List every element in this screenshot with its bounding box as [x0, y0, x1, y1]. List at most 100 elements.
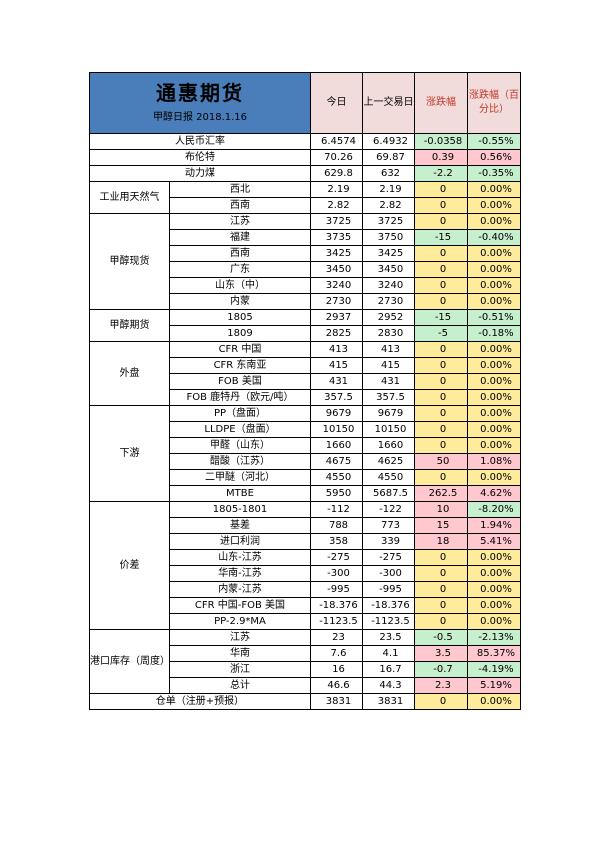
pct-value: 0.00% [467, 549, 521, 566]
prev-value: 9679 [362, 405, 415, 422]
today-value: 10150 [310, 421, 363, 438]
prev-value: 2.82 [362, 197, 415, 214]
row-label: 醋酸（江苏） [169, 453, 311, 470]
change-value: 0 [414, 693, 468, 710]
today-value: 415 [310, 357, 363, 374]
row-label: CFR 中国 [169, 341, 311, 358]
prev-value: 4.1 [362, 645, 415, 662]
today-value: 70.26 [310, 149, 363, 166]
row-group-label: 工业用天然气 [89, 181, 170, 214]
today-value: -1123.5 [310, 613, 363, 630]
change-value: 15 [414, 517, 468, 534]
pct-value: -0.55% [467, 133, 521, 150]
today-value: 6.4574 [310, 133, 363, 150]
today-value: 1660 [310, 437, 363, 454]
prev-value: 4550 [362, 469, 415, 486]
pct-value: 0.00% [467, 581, 521, 598]
change-value: 262.5 [414, 485, 468, 502]
change-value: 0 [414, 293, 468, 310]
pct-value: 1.94% [467, 517, 521, 534]
change-value: -2.2 [414, 165, 468, 182]
today-value: 9679 [310, 405, 363, 422]
change-value: 0.39 [414, 149, 468, 166]
today-value: 2937 [310, 309, 363, 326]
table-row: 山东（中） 3240 3240 0 0.00% [90, 277, 521, 294]
row-label: 内蒙-江苏 [169, 581, 311, 598]
row-label: 华南-江苏 [169, 565, 311, 582]
col-header-change: 涨跌幅 [414, 72, 468, 134]
prev-value: 413 [362, 341, 415, 358]
prev-value: 3831 [362, 693, 415, 710]
change-value: 18 [414, 533, 468, 550]
table-row: LLDPE（盘面） 10150 10150 0 0.00% [90, 421, 521, 438]
pct-value: 0.00% [467, 277, 521, 294]
row-label: FOB 鹿特丹（欧元/吨） [169, 389, 311, 406]
today-value: 4675 [310, 453, 363, 470]
table-row: 价差 1805-1801 -112 -122 10 -8.20% [89, 501, 521, 630]
row-label: MTBE [169, 485, 311, 502]
row-label: 仓单（注册+预报） [89, 693, 311, 710]
row-group-label: 港口库存（周度） [89, 629, 170, 694]
change-value: 0 [414, 213, 468, 230]
pct-value: 0.56% [467, 149, 521, 166]
change-value: 0 [414, 181, 468, 198]
prev-value: -995 [362, 581, 415, 598]
table-row: 内蒙-江苏 -995 -995 0 0.00% [90, 581, 521, 598]
today-value: 3735 [310, 229, 363, 246]
table-row: 广东 3450 3450 0 0.00% [90, 261, 521, 278]
row-label: 进口利润 [169, 533, 311, 550]
change-value: 0 [414, 549, 468, 566]
today-value: 46.6 [310, 677, 363, 694]
row-label: 西北 [169, 181, 311, 198]
row-label: 西南 [169, 197, 311, 214]
table-row: PP-2.9*MA -1123.5 -1123.5 0 0.00% [90, 613, 521, 630]
change-value: 0 [414, 389, 468, 406]
prev-value: -1123.5 [362, 613, 415, 630]
pct-value: -8.20% [467, 501, 521, 518]
row-label: FOB 美国 [169, 373, 311, 390]
today-value: 16 [310, 661, 363, 678]
prev-value: 69.87 [362, 149, 415, 166]
today-value: 2.19 [310, 181, 363, 198]
prev-value: 339 [362, 533, 415, 550]
prev-value: 16.7 [362, 661, 415, 678]
pct-value: -0.18% [467, 325, 521, 342]
row-label: 西南 [169, 245, 311, 262]
pct-value: -0.51% [467, 309, 521, 326]
today-value: 5950 [310, 485, 363, 502]
prev-value: -275 [362, 549, 415, 566]
prev-value: 44.3 [362, 677, 415, 694]
col-header-today: 今日 [310, 72, 363, 134]
pct-value: 0.00% [467, 245, 521, 262]
pct-value: -2.13% [467, 629, 521, 646]
today-value: -112 [310, 501, 363, 518]
row-label: 1805 [169, 309, 311, 326]
today-value: 431 [310, 373, 363, 390]
today-value: 2825 [310, 325, 363, 342]
pct-value: 0.00% [467, 181, 521, 198]
change-value: -0.0358 [414, 133, 468, 150]
table-row: 布伦特 70.26 69.87 0.39 0.56% [89, 149, 521, 166]
change-value: 0 [414, 565, 468, 582]
pct-value: 0.00% [467, 693, 521, 710]
row-label: PP-2.9*MA [169, 613, 311, 630]
prev-value: 3450 [362, 261, 415, 278]
today-value: -275 [310, 549, 363, 566]
row-group-label: 甲醇期货 [89, 309, 170, 342]
row-label: 甲醛（山东） [169, 437, 311, 454]
today-value: 2.82 [310, 197, 363, 214]
pct-value: 0.00% [467, 565, 521, 582]
pct-value: 0.00% [467, 357, 521, 374]
today-value: 3831 [310, 693, 363, 710]
pct-value: 0.00% [467, 389, 521, 406]
today-value: 7.6 [310, 645, 363, 662]
prev-value: 415 [362, 357, 415, 374]
prev-value: 23.5 [362, 629, 415, 646]
row-label: 动力煤 [89, 165, 311, 182]
pct-value: 0.00% [467, 613, 521, 630]
row-label: PP（盘面） [169, 405, 311, 422]
table-row: 内蒙 2730 2730 0 0.00% [90, 293, 521, 310]
change-value: 2.3 [414, 677, 468, 694]
today-value: 4550 [310, 469, 363, 486]
prev-value: 5687.5 [362, 485, 415, 502]
